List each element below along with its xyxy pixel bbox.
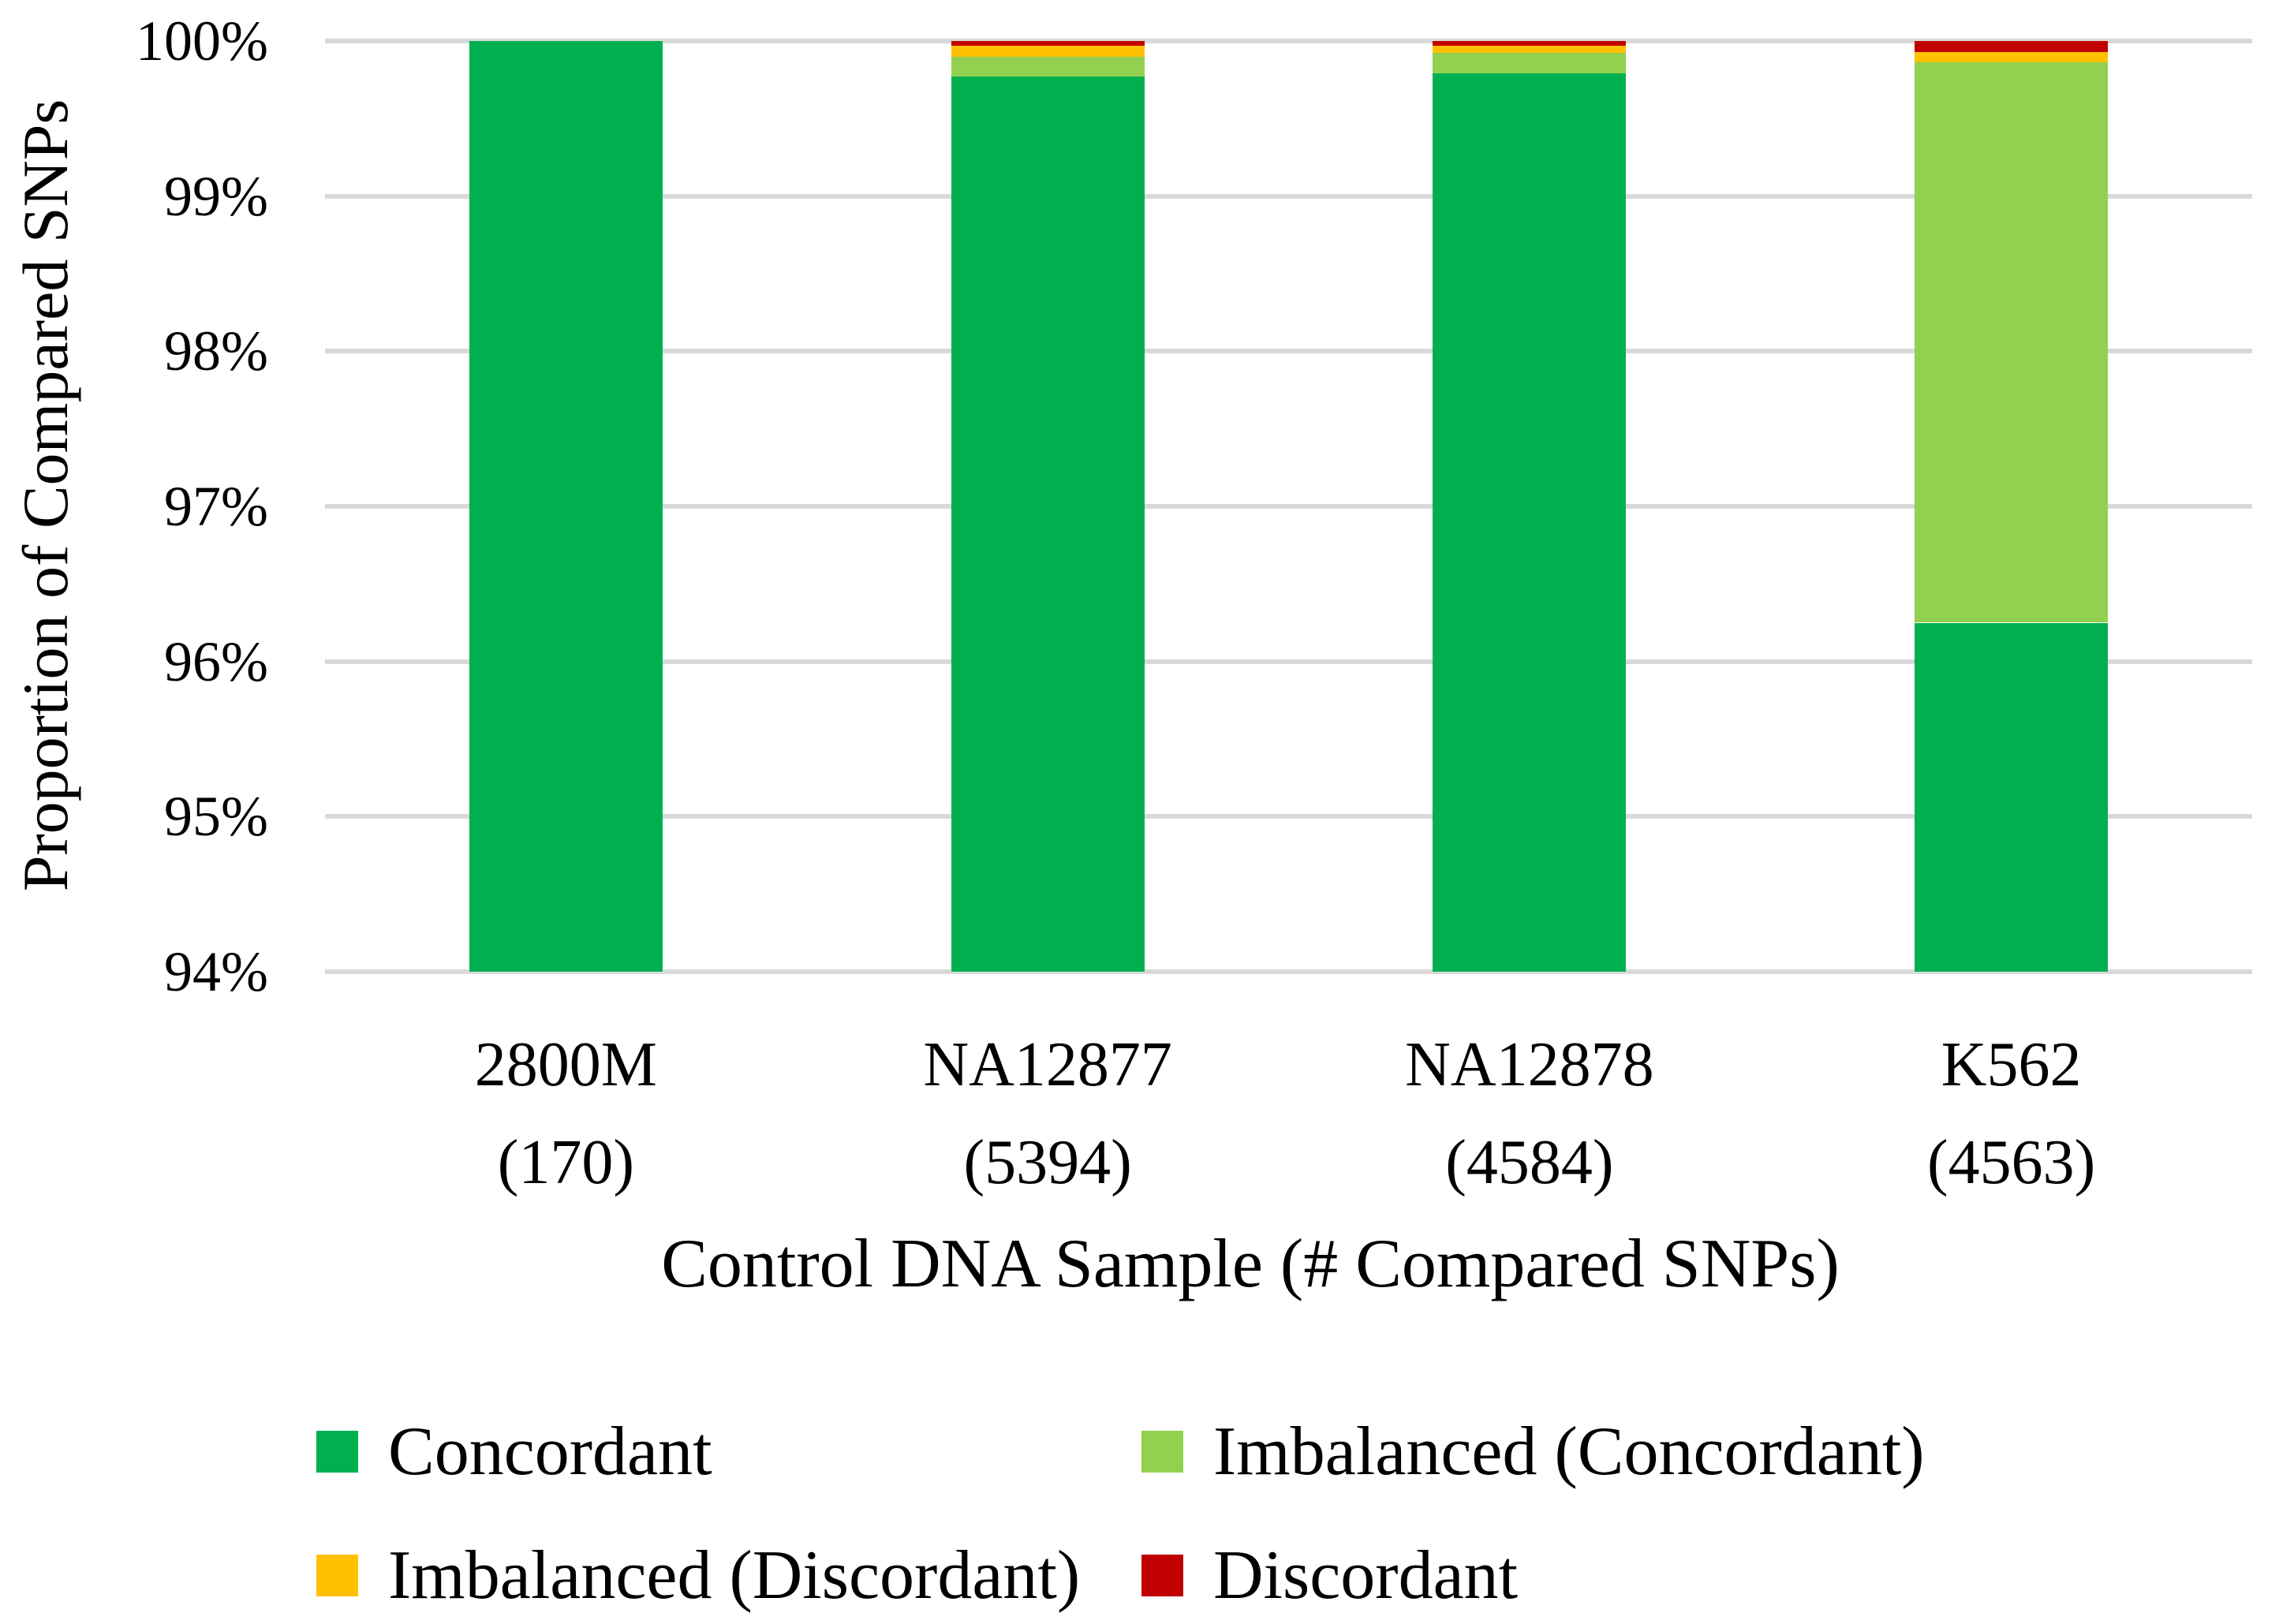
bar-2800M [469, 41, 663, 972]
bar-NA12877 [951, 41, 1145, 972]
y-axis-tick-label: 98% [164, 319, 268, 383]
gridline [325, 969, 2252, 974]
bar-segment-imbalanced-concordant [1915, 62, 2109, 623]
legend-item-imbalanced-concordant: Imbalanced (Concordant) [1141, 1413, 1925, 1490]
x-axis-category-label: K562 (4563) [1770, 1016, 2252, 1211]
legend-item-concordant: Concordant [316, 1413, 712, 1490]
bar-segment-discordant [1915, 41, 2109, 52]
x-axis-category-label: 2800M (170) [325, 1016, 807, 1211]
legend-label: Imbalanced (Concordant) [1213, 1413, 1925, 1490]
category-count: (5394) [963, 1128, 1132, 1197]
legend-label: Concordant [388, 1413, 712, 1490]
y-axis-tick-label: 96% [164, 629, 268, 693]
y-axis-tick-label: 100% [136, 9, 268, 73]
category-name: K562 [1941, 1030, 2082, 1099]
legend-swatch [1141, 1430, 1183, 1473]
legend-label: Discordant [1213, 1536, 1519, 1614]
bar-segment-imbalanced-concordant [951, 56, 1145, 77]
y-axis-tick-label: 97% [164, 475, 268, 538]
bar-segment-discordant [1433, 41, 1627, 46]
bar-K562 [1915, 41, 2109, 972]
bar-segment-concordant [951, 77, 1145, 972]
bar-segment-imbalanced-concordant [1433, 52, 1627, 74]
category-count: (170) [497, 1128, 635, 1197]
bar-segment-concordant [469, 41, 663, 972]
bar-segment-imbalanced-discordant [1915, 51, 2109, 62]
plot-area [325, 39, 2252, 974]
x-axis-category-label: NA12877 (5394) [807, 1016, 1289, 1211]
legend-swatch [316, 1554, 358, 1596]
x-axis-title: Control DNA Sample (# Compared SNPs) [661, 1226, 1840, 1302]
gridline [325, 349, 2252, 354]
x-axis-category-label: NA12878 (4584) [1289, 1016, 1771, 1211]
category-name: 2800M [474, 1030, 657, 1099]
gridline [325, 659, 2252, 664]
bar-segment-imbalanced-discordant [1433, 45, 1627, 53]
legend-item-imbalanced-discordant: Imbalanced (Discordant) [316, 1537, 1080, 1614]
category-count: (4563) [1926, 1128, 2096, 1197]
gridline [325, 193, 2252, 199]
gridline [325, 39, 2252, 43]
y-axis-tick-label: 94% [164, 940, 268, 1003]
legend-swatch [1141, 1554, 1183, 1596]
category-name: NA12877 [923, 1030, 1172, 1099]
bar-NA12878 [1433, 41, 1627, 972]
gridline [325, 504, 2252, 509]
y-axis-tick-label: 95% [164, 785, 268, 849]
legend-item-discordant: Discordant [1141, 1537, 1518, 1614]
y-axis-tick-label: 99% [164, 164, 268, 228]
bar-segment-concordant [1433, 73, 1627, 972]
legend-label: Imbalanced (Discordant) [388, 1536, 1081, 1614]
legend-swatch [316, 1430, 358, 1473]
bar-segment-concordant [1915, 622, 2109, 972]
category-count: (4584) [1445, 1128, 1614, 1197]
gridline [325, 814, 2252, 819]
bar-segment-discordant [951, 41, 1145, 46]
bar-segment-imbalanced-discordant [951, 45, 1145, 57]
category-name: NA12878 [1405, 1030, 1654, 1099]
